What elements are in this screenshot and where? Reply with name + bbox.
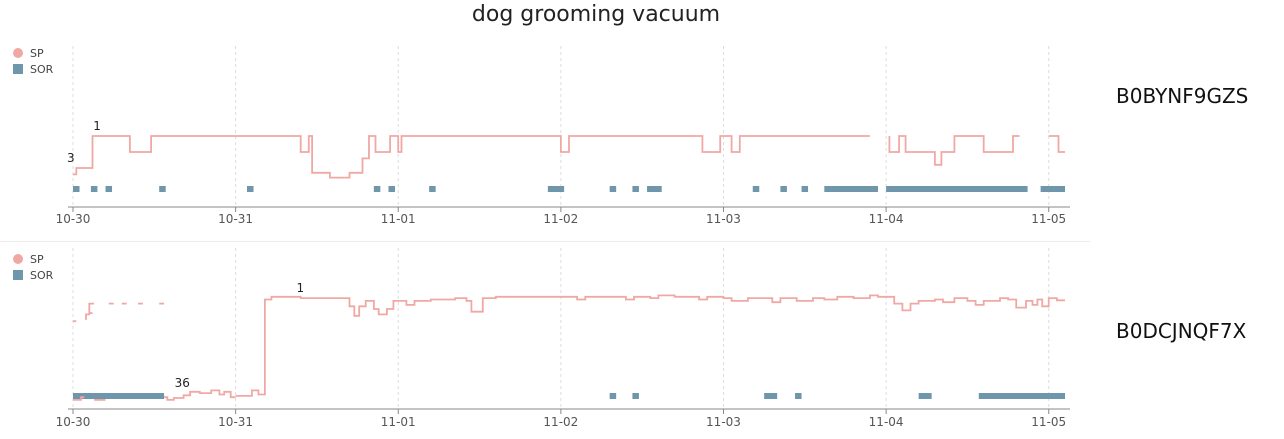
x-tick-label: 11-02 bbox=[543, 415, 578, 429]
sor-mark bbox=[547, 186, 565, 192]
sor-mark bbox=[632, 186, 639, 192]
legend[interactable]: SP SOR bbox=[13, 47, 54, 76]
sor-mark bbox=[609, 186, 617, 192]
x-tick-label: 10-31 bbox=[218, 415, 253, 429]
legend-sp-marker bbox=[13, 254, 23, 264]
sor-mark bbox=[429, 186, 436, 192]
sor-mark bbox=[159, 186, 166, 192]
legend-sp-marker bbox=[13, 48, 23, 58]
sp-line bbox=[164, 389, 236, 401]
sor-mark bbox=[73, 393, 165, 399]
legend-sp-label: SP bbox=[30, 47, 44, 60]
sor-mark bbox=[388, 186, 395, 192]
sor-mark bbox=[978, 393, 1065, 399]
sor-mark bbox=[764, 393, 778, 399]
x-tick-label: 10-31 bbox=[218, 212, 253, 226]
sp-line bbox=[235, 294, 1065, 397]
sor-mark bbox=[795, 393, 802, 399]
sor-mark bbox=[609, 393, 617, 399]
x-tick-label: 11-01 bbox=[381, 212, 416, 226]
x-tick-label: 11-02 bbox=[543, 212, 578, 226]
x-tick-label: 11-04 bbox=[869, 212, 904, 226]
x-tick-label: 11-03 bbox=[706, 415, 741, 429]
sor-mark bbox=[105, 186, 113, 192]
chart-panel-2: 10-30 10-31 11-01 11-02 11-03 11-04 11-05 SP SOR… bbox=[13, 248, 1070, 429]
sp-line bbox=[85, 302, 95, 320]
legend-sp-label: SP bbox=[30, 253, 44, 266]
sor-mark bbox=[780, 186, 787, 192]
sor-mark bbox=[752, 186, 760, 192]
x-tick-label: 11-01 bbox=[381, 415, 416, 429]
sp-line bbox=[73, 396, 85, 401]
sor-mark bbox=[632, 393, 639, 399]
sp-line bbox=[73, 135, 870, 179]
sor-mark bbox=[1040, 186, 1065, 192]
x-tick-label: 11-04 bbox=[869, 415, 904, 429]
sor-mark bbox=[801, 186, 809, 192]
sor-mark bbox=[90, 186, 98, 192]
asin-label-1: B0BYNF9GZS bbox=[1116, 84, 1249, 108]
x-tick-label: 11-05 bbox=[1031, 212, 1066, 226]
data-label: 1 bbox=[297, 281, 305, 295]
chart-panel-1: 10-30 10-31 11-01 11-02 11-03 11-04 11-05 SP SOR… bbox=[13, 46, 1070, 226]
legend-sor-marker bbox=[13, 270, 23, 280]
legend-sor-label: SOR bbox=[30, 63, 54, 76]
sor-mark bbox=[247, 186, 254, 192]
sor-mark bbox=[824, 186, 878, 192]
x-tick-label: 11-05 bbox=[1031, 415, 1066, 429]
legend-sor-label: SOR bbox=[30, 269, 54, 282]
x-tick-label: 11-03 bbox=[706, 212, 741, 226]
data-label: 1 bbox=[93, 119, 101, 133]
sor-mark bbox=[886, 186, 1028, 192]
panel-divider bbox=[0, 241, 1090, 242]
sp-line bbox=[888, 135, 1020, 166]
asin-label-2: B0DCJNQF7X bbox=[1116, 319, 1247, 343]
x-tick-label: 10-30 bbox=[56, 415, 91, 429]
legend[interactable]: SP SOR bbox=[13, 253, 54, 282]
legend-sor-marker bbox=[13, 64, 23, 74]
data-label: 3 bbox=[67, 151, 75, 165]
x-tick-label: 10-30 bbox=[56, 212, 91, 226]
page-title: dog grooming vacuum bbox=[471, 2, 721, 27]
data-label: 36 bbox=[175, 376, 190, 390]
sor-mark bbox=[647, 186, 662, 192]
sor-mark bbox=[73, 186, 80, 192]
sp-line bbox=[1048, 135, 1065, 153]
sor-mark bbox=[918, 393, 932, 399]
sor-mark bbox=[373, 186, 381, 192]
